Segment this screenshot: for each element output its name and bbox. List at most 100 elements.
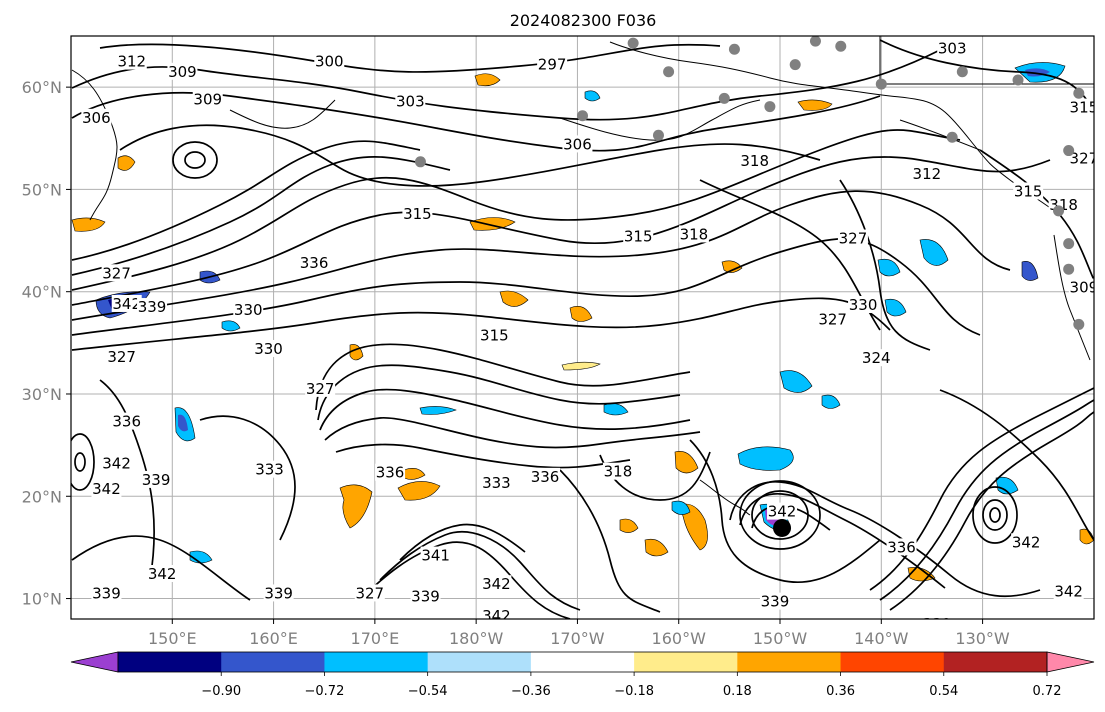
station-dot (1063, 263, 1075, 275)
contour-label: 336 (887, 538, 916, 556)
contour-label-bg (141, 470, 172, 488)
contour-line (939, 389, 1094, 541)
station-dot (835, 40, 847, 52)
contour-line (972, 486, 1018, 544)
contour-label-bg (395, 92, 426, 110)
contour-line (689, 439, 881, 584)
x-tick-label: 130°W (955, 629, 1010, 648)
contour-label-bg (481, 575, 512, 593)
y-tick-label: 10°N (22, 590, 62, 609)
contour-line (71, 535, 251, 601)
contour-label-bg (922, 615, 953, 619)
shade-patch (397, 481, 441, 501)
shade-patch (644, 538, 669, 557)
contour-label: 327 (355, 584, 384, 602)
x-tick-label: 170°E (351, 629, 400, 648)
contour-label: 318 (680, 225, 709, 243)
contour-label-bg (314, 52, 345, 70)
latitude-axis: 60°N 50°N 40°N 30°N 20°N 10°N (22, 78, 71, 609)
colorbar-tick-label: −0.72 (305, 684, 345, 699)
colorbar-tick-label: −0.90 (201, 684, 241, 699)
contour-label-bg (1053, 582, 1084, 600)
shade-patch (797, 99, 833, 111)
shade-patch (679, 503, 708, 551)
station-dot (663, 66, 675, 78)
contour-label-bg (1068, 149, 1094, 167)
contour-label: 327 (839, 230, 868, 248)
y-tick-label: 30°N (22, 385, 62, 404)
station-dot (1063, 238, 1075, 250)
contour-label: 339 (142, 471, 171, 489)
shade-patch (821, 394, 841, 409)
x-tick-label: 150°E (148, 629, 197, 648)
contour-label: 297 (538, 56, 567, 74)
cyclone-marker (773, 518, 792, 537)
contour-label-bg (623, 227, 654, 245)
y-tick-label: 20°N (22, 487, 62, 506)
coastline (699, 479, 751, 516)
contour-label-bg (192, 90, 223, 108)
colorbar-bin (427, 652, 532, 672)
contour-label: 306 (82, 109, 111, 127)
contour-label-bg (420, 546, 451, 564)
contour-label: 342 (112, 295, 141, 313)
contour-line (889, 411, 1094, 611)
contour-label: 309 (193, 90, 222, 108)
contour-label: 339 (1070, 623, 1099, 641)
colorbar-bin (634, 652, 738, 672)
coastline (559, 99, 761, 141)
contour-label-bg (91, 584, 122, 602)
colorbar-bin (530, 652, 635, 672)
station-dot (956, 66, 968, 78)
contour-label-bg (537, 55, 568, 73)
shade-patch (419, 406, 457, 415)
contour-line (71, 156, 1051, 306)
contour-label: 324 (862, 349, 891, 367)
colorbar: −0.90 −0.72 −0.54 −0.36 −0.18 0.18 0.36 0.54 0.7… (70, 651, 1095, 699)
contour-label: 330 (234, 301, 263, 319)
contour-label-bg (886, 538, 917, 556)
contour-line (324, 417, 701, 449)
y-tick-label: 40°N (22, 283, 62, 302)
contour-line (99, 379, 155, 581)
contour-label-bg (817, 310, 848, 328)
colorbar-bin (840, 652, 945, 672)
contour-label-bg (263, 584, 294, 602)
contour-label: 315 (1070, 99, 1099, 117)
contour-label: 336 (376, 464, 405, 482)
shade-patch (499, 290, 529, 307)
shade-patch (469, 217, 516, 231)
contour-label: 342 (768, 503, 797, 521)
shade-patch (884, 298, 907, 317)
shade-patch (1021, 261, 1039, 281)
contour-label: 342 (1054, 582, 1083, 600)
shade-patch (178, 414, 188, 432)
contour-labels: 312 309 300 297 303 303 306 309 306 318 312 315 315 3… (81, 39, 1099, 641)
contour-line (559, 469, 661, 613)
contour-label: 341 (421, 547, 450, 565)
colorbar-tick-label: 0.36 (826, 684, 855, 699)
contour-line (319, 388, 691, 431)
colorbar-bin (221, 652, 325, 672)
contour-line (989, 507, 1001, 523)
x-tick-label: 170°W (550, 629, 605, 648)
coastline (1053, 234, 1091, 361)
contour-label: 339 (761, 593, 790, 611)
station-dot (1073, 87, 1085, 99)
contour-label-bg (147, 564, 178, 582)
shade-patch (474, 73, 501, 87)
contour-label: 327 (107, 348, 136, 366)
shade-patch (995, 476, 1019, 495)
contour-label-bg (1068, 98, 1094, 116)
figure-title: 2024082300 F036 (510, 11, 657, 30)
station-dot (875, 78, 887, 90)
contour-label-bg (253, 339, 284, 357)
colorbar-tick-label: 0.18 (723, 684, 752, 699)
colorbar-tick-label: −0.54 (408, 684, 448, 699)
x-tick-label: 160°E (249, 629, 298, 648)
contour-label-bg (481, 473, 512, 491)
contour-label: 342 (102, 455, 131, 473)
contour-label-bg (167, 62, 198, 80)
contour-label-bg (233, 301, 264, 319)
longitude-axis: 150°E 160°E 170°E 180°W 170°W 160°W 150°W 140°W… (148, 619, 1010, 648)
